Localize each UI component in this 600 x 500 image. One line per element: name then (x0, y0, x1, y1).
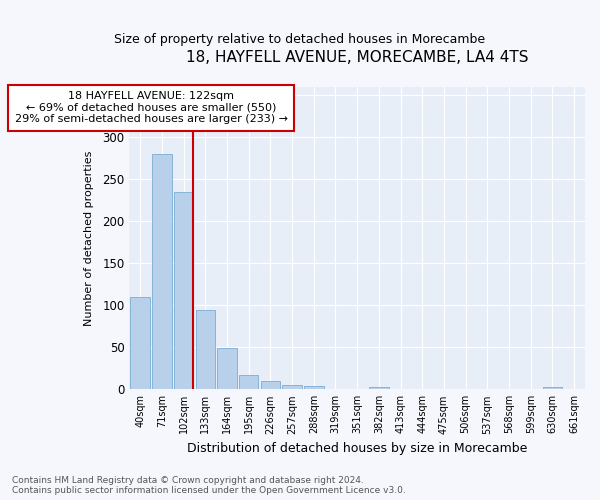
Bar (130, 297, 150, 390)
Bar (542, 387, 562, 390)
Bar (217, 348, 237, 390)
Bar (152, 154, 172, 390)
X-axis label: Distribution of detached houses by size in Morecambe: Distribution of detached houses by size … (187, 442, 527, 455)
Text: Size of property relative to detached houses in Morecambe: Size of property relative to detached ho… (115, 32, 485, 46)
Bar (174, 192, 193, 390)
Bar (283, 385, 302, 390)
Y-axis label: Number of detached properties: Number of detached properties (84, 150, 94, 326)
Bar (260, 381, 280, 390)
Bar (239, 375, 259, 390)
Bar (369, 387, 389, 390)
Text: 18 HAYFELL AVENUE: 122sqm
← 69% of detached houses are smaller (550)
29% of semi: 18 HAYFELL AVENUE: 122sqm ← 69% of detac… (14, 91, 287, 124)
Bar (196, 310, 215, 390)
Title: 18, HAYFELL AVENUE, MORECAMBE, LA4 4TS: 18, HAYFELL AVENUE, MORECAMBE, LA4 4TS (186, 50, 529, 65)
Bar (304, 386, 323, 390)
Text: Contains HM Land Registry data © Crown copyright and database right 2024.
Contai: Contains HM Land Registry data © Crown c… (12, 476, 406, 495)
